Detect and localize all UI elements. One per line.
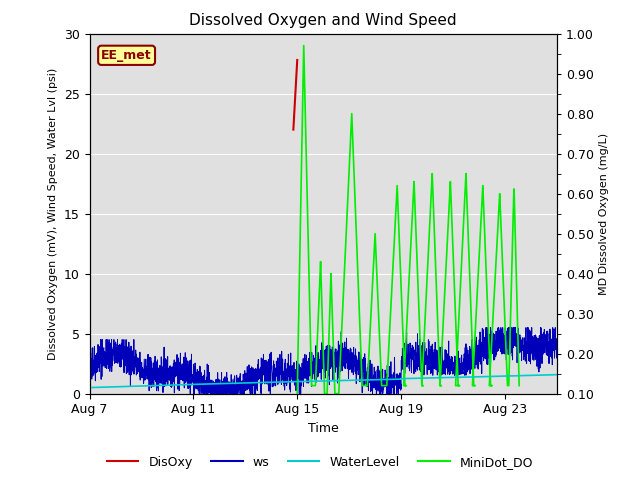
Y-axis label: Dissolved Oxygen (mV), Wind Speed, Water Lvl (psi): Dissolved Oxygen (mV), Wind Speed, Water… [49, 68, 58, 360]
Y-axis label: MD Dissolved Oxygen (mg/L): MD Dissolved Oxygen (mg/L) [600, 132, 609, 295]
X-axis label: Time: Time [308, 422, 339, 435]
Title: Dissolved Oxygen and Wind Speed: Dissolved Oxygen and Wind Speed [189, 13, 457, 28]
Legend: DisOxy, ws, WaterLevel, MiniDot_DO: DisOxy, ws, WaterLevel, MiniDot_DO [102, 451, 538, 474]
Text: EE_met: EE_met [101, 49, 152, 62]
